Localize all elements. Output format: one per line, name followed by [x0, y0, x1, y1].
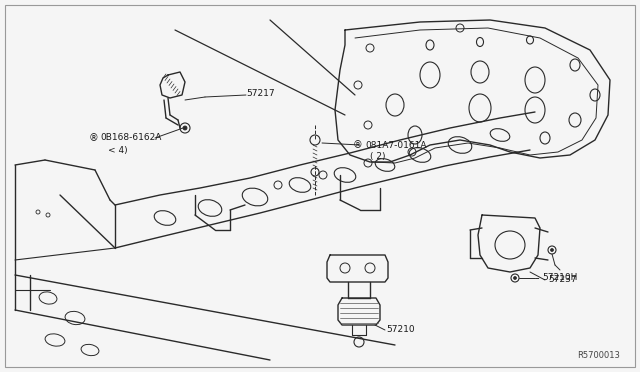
Text: < 4): < 4) [108, 145, 127, 154]
Text: 57217: 57217 [246, 89, 275, 97]
Text: 57210H: 57210H [542, 273, 577, 282]
Text: ( 2): ( 2) [370, 153, 385, 161]
Text: ®: ® [353, 140, 363, 150]
Text: ®: ® [88, 133, 98, 143]
Text: 081A7-0161A: 081A7-0161A [365, 141, 426, 150]
Text: 57210: 57210 [386, 326, 415, 334]
Circle shape [513, 276, 516, 279]
Text: R5700013: R5700013 [577, 350, 620, 359]
Circle shape [550, 248, 554, 251]
Circle shape [183, 126, 187, 130]
Text: 0B168-6162A: 0B168-6162A [100, 134, 161, 142]
Text: 57237: 57237 [548, 276, 577, 285]
